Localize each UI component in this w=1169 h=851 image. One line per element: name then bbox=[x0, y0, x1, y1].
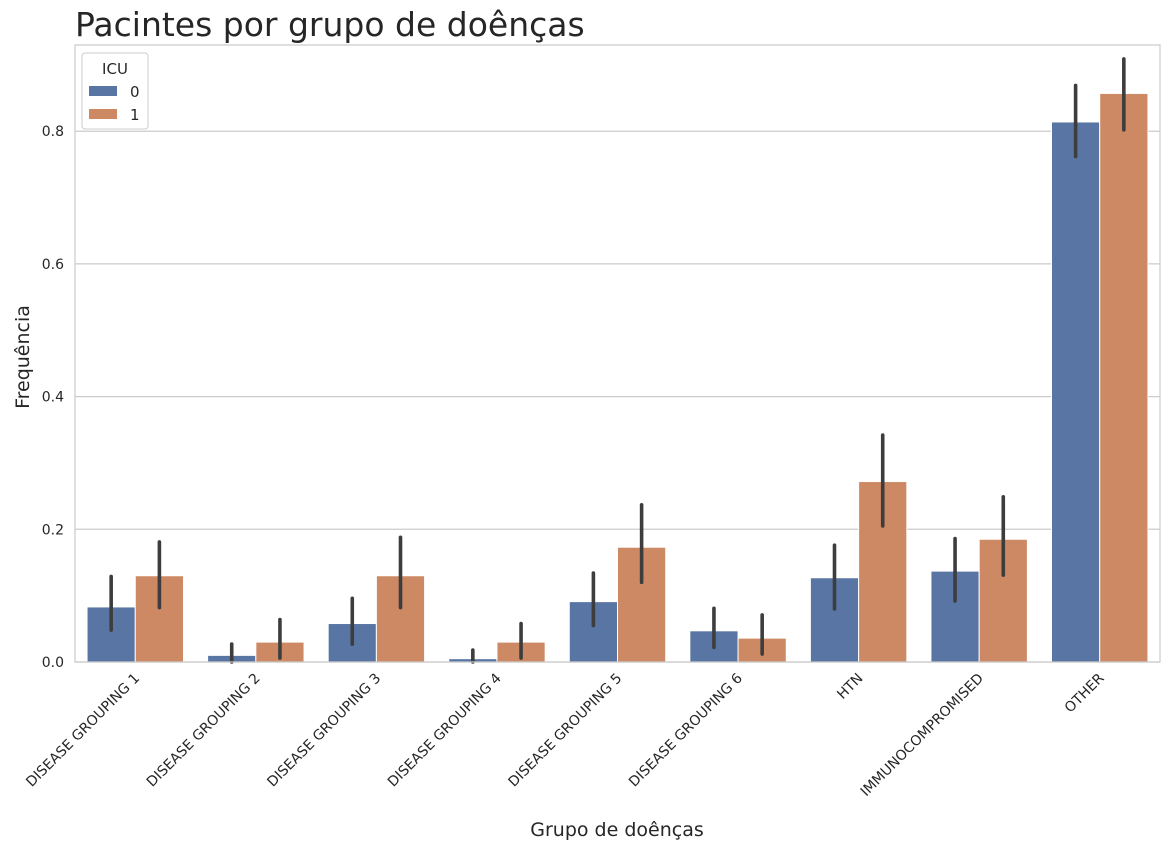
x-tick-label: DISEASE GROUPING 2 bbox=[144, 671, 264, 791]
x-tick-label: DISEASE GROUPING 4 bbox=[385, 670, 505, 790]
chart-title: Pacintes por grupo de doênças bbox=[75, 5, 585, 44]
legend-title: ICU bbox=[102, 60, 128, 78]
error-bars bbox=[109, 57, 1126, 664]
legend: ICU 0 1 bbox=[81, 52, 149, 130]
x-tick-label: DISEASE GROUPING 3 bbox=[264, 671, 384, 791]
y-axis-title: Frequência bbox=[12, 305, 34, 409]
y-tick-label: 0.8 bbox=[42, 124, 64, 140]
bar-icu-1 bbox=[1099, 92, 1149, 663]
x-tick-label: DISEASE GROUPING 5 bbox=[505, 671, 625, 791]
x-tick-label: HTN bbox=[834, 671, 866, 703]
x-tick-label: DISEASE GROUPING 6 bbox=[626, 670, 746, 790]
x-tick-label: IMMUNOCOMPROMISED bbox=[858, 671, 987, 800]
y-tick-label: 0.2 bbox=[42, 522, 64, 538]
bars bbox=[86, 92, 1149, 663]
bar-icu-0 bbox=[1051, 121, 1101, 663]
x-tick-label: DISEASE GROUPING 1 bbox=[23, 671, 143, 791]
legend-label-0: 0 bbox=[130, 83, 140, 101]
x-tick-label: OTHER bbox=[1062, 670, 1108, 716]
y-tick-label: 0.0 bbox=[42, 655, 64, 671]
y-tick-label: 0.4 bbox=[42, 390, 64, 406]
legend-swatch-1 bbox=[89, 109, 117, 119]
plot-frame bbox=[74, 44, 1161, 663]
legend-label-1: 1 bbox=[130, 106, 140, 124]
y-tick-labels: 0.0 0.2 0.4 0.6 0.8 bbox=[42, 124, 64, 671]
legend-swatch-0 bbox=[89, 86, 117, 96]
x-axis-title: Grupo de doênças bbox=[530, 819, 704, 841]
x-tick-labels: DISEASE GROUPING 1 DISEASE GROUPING 2 DISE… bbox=[23, 670, 1107, 799]
y-tick-label: 0.6 bbox=[42, 257, 64, 273]
